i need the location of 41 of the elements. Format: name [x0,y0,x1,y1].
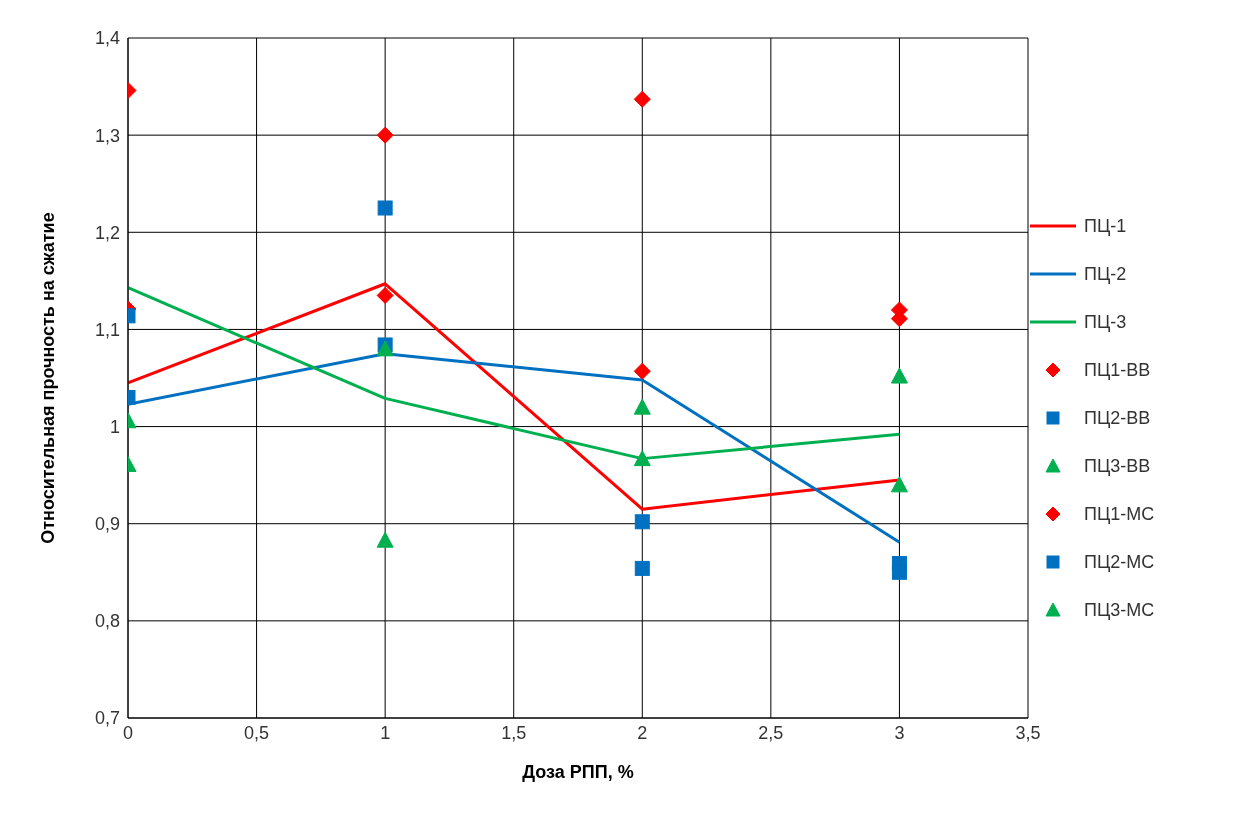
point [891,564,907,580]
point [633,450,651,467]
point [890,476,908,493]
legend-label: ПЦ3-ВВ [1084,455,1151,477]
point [890,367,908,384]
y-tick-label: 1 [109,416,120,437]
y-tick-label: 0,7 [94,708,120,729]
x-axis-title: Доза РПП, % [522,762,634,782]
legend-label: ПЦ-1 [1084,215,1127,237]
point [376,286,394,304]
x-tick-label: 1,5 [501,722,527,743]
y-tick-label: 1,1 [94,319,120,340]
point [633,90,651,108]
y-tick-label: 1,3 [94,125,120,146]
x-tick-label: 3 [894,722,905,743]
point [633,398,651,415]
y-tick-label: 1,4 [94,28,120,49]
legend-label: ПЦ1-ВВ [1084,359,1151,381]
x-tick-label: 2 [637,722,648,743]
x-tick-label: 0,5 [244,722,270,743]
point [377,200,393,216]
legend-label: ПЦ3-МС [1084,599,1155,621]
point [376,531,394,548]
point [634,560,650,576]
point [376,126,394,144]
legend-label: ПЦ1-МС [1084,503,1155,525]
y-tick-label: 0,8 [94,611,120,632]
point [633,362,651,380]
legend-label: ПЦ2-МС [1084,551,1155,573]
y-tick-label: 0,9 [94,514,120,535]
y-axis-title: Относительная прочность на сжатие [38,212,59,544]
x-tick-label: 2,5 [758,722,784,743]
point [376,340,394,357]
x-tick-label: 0 [122,722,134,743]
legend-label: ПЦ2-ВВ [1084,407,1151,429]
legend-label: ПЦ-2 [1084,263,1127,285]
point [634,514,650,530]
x-tick-label: 1 [380,722,391,743]
y-tick-label: 1,2 [94,222,120,243]
x-tick-label: 3,5 [1015,722,1041,743]
legend-label: ПЦ-3 [1084,311,1127,333]
